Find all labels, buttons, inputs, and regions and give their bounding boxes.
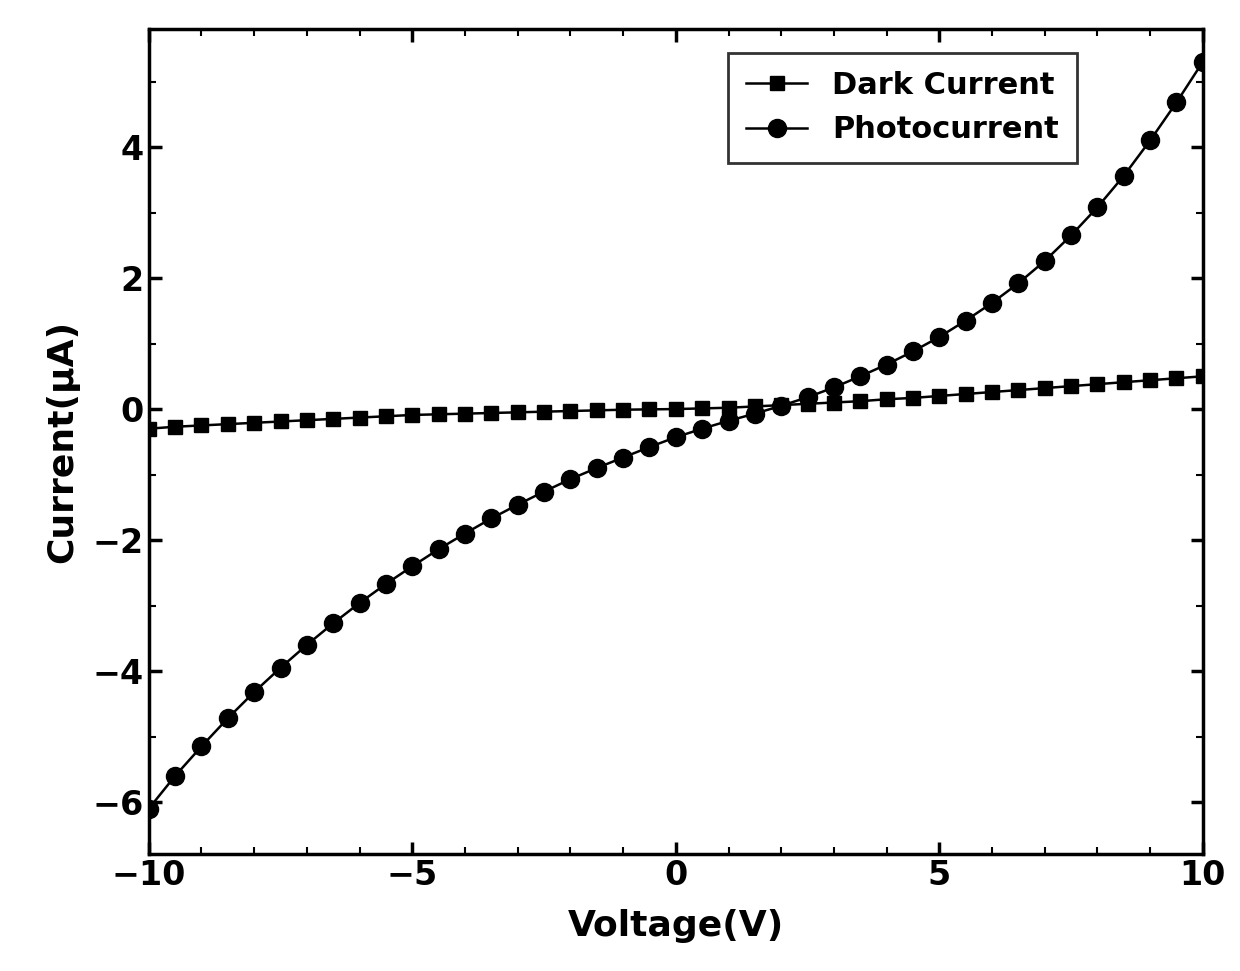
Legend: Dark Current, Photocurrent: Dark Current, Photocurrent [728,52,1076,162]
Dark Current [800,398,815,410]
Dark Current [221,419,236,430]
Dark Current [537,406,552,418]
Dark Current [853,395,868,407]
Photocurrent [1195,56,1210,68]
Dark Current [193,419,208,431]
Photocurrent [458,527,472,539]
Dark Current [668,403,683,415]
Photocurrent [167,770,182,782]
Photocurrent [404,560,419,572]
Photocurrent [378,578,393,589]
Photocurrent [879,358,894,370]
Dark Current [273,416,288,427]
Photocurrent [668,431,683,443]
Dark Current [510,407,525,419]
Photocurrent [932,331,947,343]
Dark Current [1011,385,1025,396]
Photocurrent [510,499,525,511]
Dark Current [326,413,341,424]
Dark Current [589,405,604,417]
Dark Current [247,417,262,428]
Y-axis label: Current(μA): Current(μA) [45,320,79,563]
Dark Current [694,403,709,415]
Photocurrent [432,544,446,555]
Dark Current [141,423,156,435]
Dark Current [1090,379,1105,390]
Photocurrent [1011,278,1025,289]
Photocurrent [299,639,314,651]
Dark Current [1116,377,1131,388]
Photocurrent [642,441,657,452]
Dark Current [458,408,472,419]
Dark Current [985,386,999,398]
Dark Current [1037,383,1052,394]
Dark Current [1195,371,1210,383]
Photocurrent [826,382,841,393]
Dark Current [615,404,630,416]
Photocurrent [1090,201,1105,213]
Photocurrent [352,597,367,609]
Photocurrent [221,713,236,724]
Dark Current [959,388,973,400]
Dark Current [1169,373,1184,385]
Photocurrent [1116,170,1131,182]
Line: Photocurrent: Photocurrent [140,52,1211,818]
Dark Current [484,407,498,419]
Photocurrent [1142,135,1157,147]
Photocurrent [959,315,973,326]
Dark Current [299,415,314,426]
Photocurrent [141,803,156,815]
Dark Current [352,412,367,423]
Dark Current [1064,381,1079,392]
Photocurrent [694,423,709,435]
Photocurrent [615,452,630,463]
Photocurrent [748,408,763,419]
Dark Current [432,409,446,420]
Photocurrent [1037,255,1052,267]
Dark Current [826,397,841,409]
Dark Current [563,405,578,417]
Photocurrent [853,371,868,383]
Dark Current [932,390,947,402]
Dark Current [1142,375,1157,386]
Photocurrent [905,346,920,357]
Dark Current [378,411,393,422]
Photocurrent [484,513,498,524]
Photocurrent [1064,230,1079,242]
Dark Current [722,402,737,414]
Photocurrent [589,462,604,474]
Photocurrent [326,618,341,629]
Dark Current [404,409,419,420]
Photocurrent [774,400,789,412]
Dark Current [748,401,763,413]
Dark Current [167,420,182,432]
Line: Dark Current: Dark Current [141,369,1210,436]
X-axis label: Voltage(V): Voltage(V) [568,909,784,943]
Photocurrent [1169,97,1184,109]
Photocurrent [273,662,288,674]
Photocurrent [247,686,262,698]
Photocurrent [537,486,552,497]
Photocurrent [193,741,208,753]
Dark Current [774,399,789,411]
Photocurrent [800,391,815,403]
Dark Current [879,393,894,405]
Dark Current [905,392,920,404]
Photocurrent [722,415,737,426]
Photocurrent [985,297,999,309]
Photocurrent [563,473,578,485]
Dark Current [642,404,657,416]
